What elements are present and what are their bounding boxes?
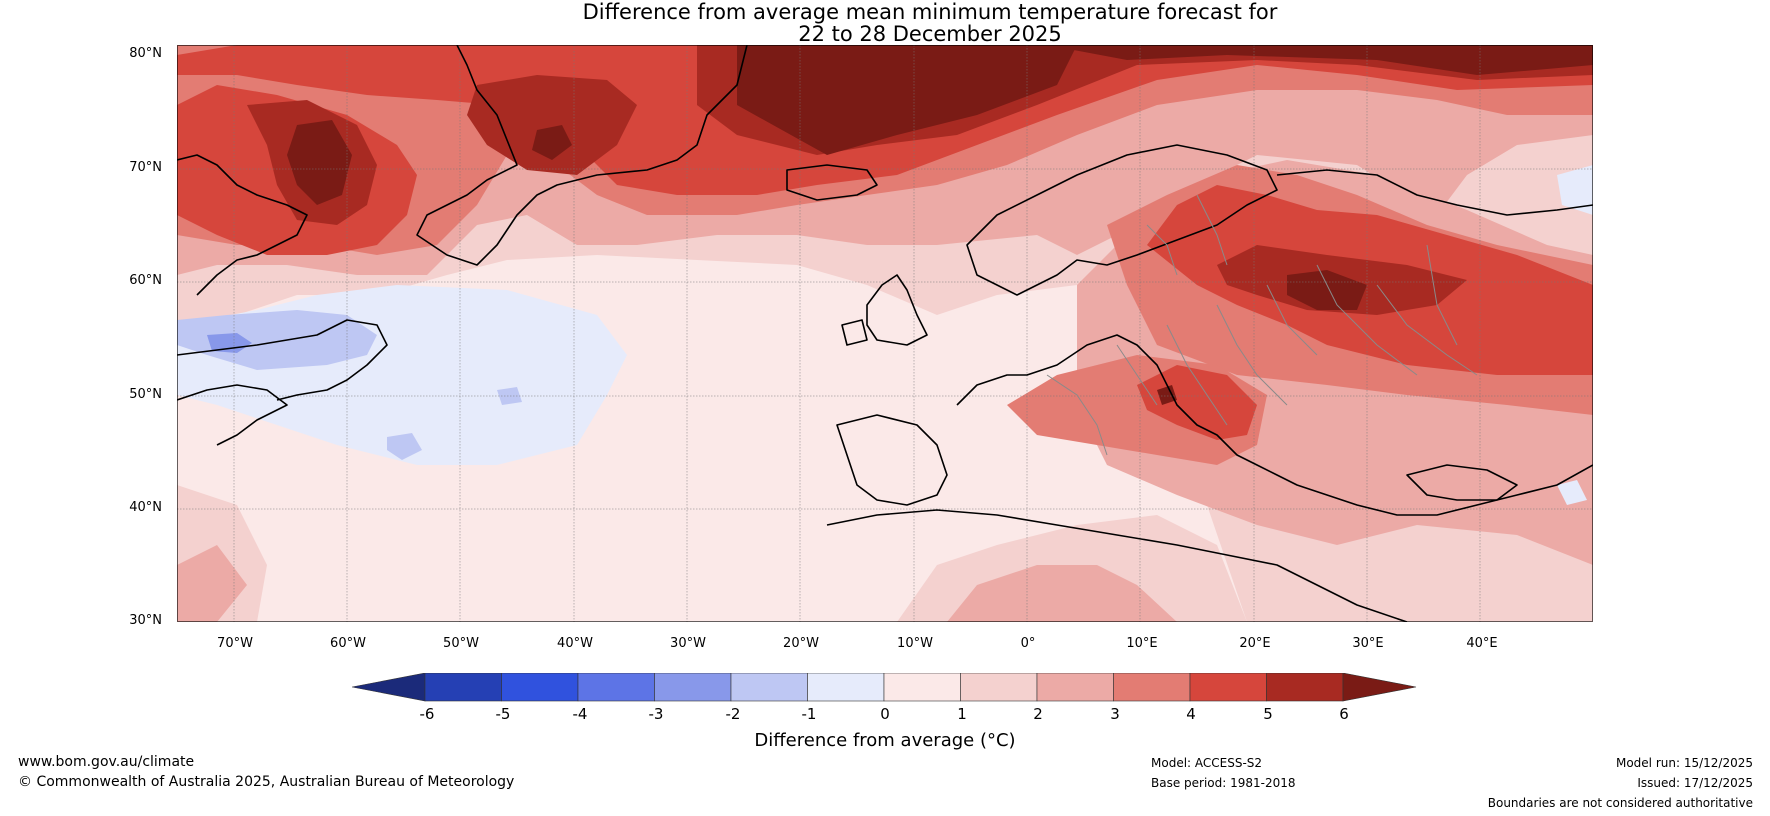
- lat-label-60n: 60°N: [129, 273, 162, 288]
- copyright-text: © Commonwealth of Australia 2025, Austra…: [18, 774, 515, 790]
- colorbar-swatch: [424, 673, 502, 702]
- country-borders: [1046, 194, 1478, 456]
- colorbar-tick: 3: [1110, 705, 1120, 723]
- map-canvas: [177, 45, 1593, 622]
- lon-label-40w: 40°W: [557, 636, 593, 651]
- chart-title-line-2: 22 to 28 December 2025: [798, 22, 1062, 46]
- lon-label-70w: 70°W: [217, 636, 253, 651]
- colorbar-swatch: [883, 673, 961, 702]
- lon-label-30e: 30°E: [1352, 636, 1384, 651]
- chart-title-line-1: Difference from average mean minimum tem…: [582, 0, 1278, 24]
- colorbar-tick: -3: [648, 705, 664, 723]
- model-run-text: Model run: 15/12/2025: [1615, 756, 1753, 770]
- colorbar-tick: 5: [1263, 705, 1273, 723]
- website-link[interactable]: www.bom.gov.au/climate: [18, 754, 195, 770]
- colorbar-swatch: [654, 673, 732, 702]
- colorbar-swatch: [352, 673, 426, 702]
- colorbar-tick: -5: [495, 705, 511, 723]
- coastlines: [177, 45, 1593, 622]
- anomaly-fill-above-6: [287, 45, 1593, 405]
- lat-label-50n: 50°N: [129, 387, 162, 402]
- lon-label-20e: 20°E: [1239, 636, 1271, 651]
- colorbar-swatch: [1113, 673, 1191, 702]
- colorbar-swatch: [1342, 673, 1417, 702]
- lat-label-30n: 30°N: [129, 613, 162, 628]
- temperature-anomaly-map: [177, 45, 1593, 622]
- colorbar-tick: -6: [419, 705, 435, 723]
- lon-label-40e: 40°E: [1466, 636, 1498, 651]
- lat-label-70n: 70°N: [129, 160, 162, 175]
- colorbar-label: Difference from average (°C): [754, 730, 1016, 751]
- lon-label-10w: 10°W: [897, 636, 933, 651]
- anomaly-fill-minus-1-to-0-east: [1557, 165, 1593, 505]
- base-period-text: Base period: 1981-2018: [1151, 776, 1296, 790]
- lon-label-20w: 20°W: [783, 636, 819, 651]
- anomaly-fill-2-to-3-sw: [177, 545, 1177, 622]
- anomaly-fill-minus-2-to-minus-1: [177, 310, 522, 460]
- colorbar-tick: 6: [1339, 705, 1349, 723]
- lon-label-10e: 10°E: [1126, 636, 1158, 651]
- issued-text: Issued: 17/12/2025: [1637, 776, 1753, 790]
- lat-label-40n: 40°N: [129, 500, 162, 515]
- colorbar-swatch: [501, 673, 579, 702]
- lon-label-0: 0°: [1020, 636, 1036, 651]
- colorbar-swatch: [1266, 673, 1344, 702]
- colorbar: [352, 673, 1417, 702]
- lon-label-60w: 60°W: [330, 636, 366, 651]
- colorbar-swatch: [730, 673, 808, 702]
- colorbar-tick: 0: [880, 705, 890, 723]
- colorbar-tick: 2: [1033, 705, 1043, 723]
- lon-label-30w: 30°W: [670, 636, 706, 651]
- graticule: [177, 45, 1593, 622]
- colorbar-swatch: [960, 673, 1038, 702]
- colorbar-swatch: [1036, 673, 1114, 702]
- colorbar-swatch: [577, 673, 655, 702]
- colorbar-tick: 1: [957, 705, 967, 723]
- colorbar-swatch: [807, 673, 885, 702]
- colorbar-tick: -2: [725, 705, 741, 723]
- model-text: Model: ACCESS-S2: [1151, 756, 1263, 770]
- map-frame: [177, 45, 1593, 622]
- lon-label-50w: 50°W: [443, 636, 479, 651]
- colorbar-tick: 4: [1186, 705, 1196, 723]
- anomaly-fill-minus-3-to-minus-2: [207, 333, 252, 353]
- colorbar-swatch: [1189, 673, 1267, 702]
- disclaimer-text: Boundaries are not considered authoritat…: [1487, 796, 1753, 810]
- colorbar-tick: -4: [572, 705, 588, 723]
- lat-label-80n: 80°N: [129, 46, 162, 61]
- colorbar-tick: -1: [801, 705, 817, 723]
